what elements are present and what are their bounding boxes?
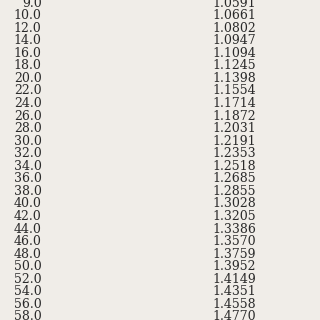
Text: 1.1714: 1.1714 — [212, 97, 256, 110]
Text: 1.4351: 1.4351 — [212, 285, 256, 298]
Text: 1.4149: 1.4149 — [212, 273, 256, 286]
Text: 46.0: 46.0 — [14, 235, 42, 248]
Text: 18.0: 18.0 — [14, 59, 42, 72]
Text: 1.1094: 1.1094 — [212, 47, 256, 60]
Text: 9.0: 9.0 — [22, 0, 42, 10]
Text: 28.0: 28.0 — [14, 122, 42, 135]
Text: 1.1554: 1.1554 — [212, 84, 256, 98]
Text: 36.0: 36.0 — [14, 172, 42, 185]
Text: 52.0: 52.0 — [14, 273, 42, 286]
Text: 1.2855: 1.2855 — [212, 185, 256, 198]
Text: 20.0: 20.0 — [14, 72, 42, 85]
Text: 1.3570: 1.3570 — [212, 235, 256, 248]
Text: 1.3386: 1.3386 — [212, 222, 256, 236]
Text: 1.2685: 1.2685 — [212, 172, 256, 185]
Text: 1.4558: 1.4558 — [212, 298, 256, 311]
Text: 40.0: 40.0 — [14, 197, 42, 211]
Text: 16.0: 16.0 — [14, 47, 42, 60]
Text: 42.0: 42.0 — [14, 210, 42, 223]
Text: 1.3028: 1.3028 — [212, 197, 256, 211]
Text: 34.0: 34.0 — [14, 160, 42, 173]
Text: 1.3205: 1.3205 — [212, 210, 256, 223]
Text: 1.2353: 1.2353 — [212, 147, 256, 160]
Text: 1.2191: 1.2191 — [212, 135, 256, 148]
Text: 48.0: 48.0 — [14, 248, 42, 261]
Text: 1.0802: 1.0802 — [212, 22, 256, 35]
Text: 1.0661: 1.0661 — [212, 9, 256, 22]
Text: 1.2031: 1.2031 — [212, 122, 256, 135]
Text: 44.0: 44.0 — [14, 222, 42, 236]
Text: 1.0947: 1.0947 — [212, 34, 256, 47]
Text: 12.0: 12.0 — [14, 22, 42, 35]
Text: 54.0: 54.0 — [14, 285, 42, 298]
Text: 1.3952: 1.3952 — [212, 260, 256, 273]
Text: 1.4770: 1.4770 — [212, 310, 256, 320]
Text: 26.0: 26.0 — [14, 109, 42, 123]
Text: 22.0: 22.0 — [14, 84, 42, 98]
Text: 30.0: 30.0 — [14, 135, 42, 148]
Text: 14.0: 14.0 — [14, 34, 42, 47]
Text: 58.0: 58.0 — [14, 310, 42, 320]
Text: 56.0: 56.0 — [14, 298, 42, 311]
Text: 1.2518: 1.2518 — [212, 160, 256, 173]
Text: 32.0: 32.0 — [14, 147, 42, 160]
Text: 1.1245: 1.1245 — [212, 59, 256, 72]
Text: 10.0: 10.0 — [14, 9, 42, 22]
Text: 50.0: 50.0 — [14, 260, 42, 273]
Text: 1.3759: 1.3759 — [212, 248, 256, 261]
Text: 38.0: 38.0 — [14, 185, 42, 198]
Text: 24.0: 24.0 — [14, 97, 42, 110]
Text: 1.0591: 1.0591 — [212, 0, 256, 10]
Text: 1.1398: 1.1398 — [212, 72, 256, 85]
Text: 1.1872: 1.1872 — [212, 109, 256, 123]
